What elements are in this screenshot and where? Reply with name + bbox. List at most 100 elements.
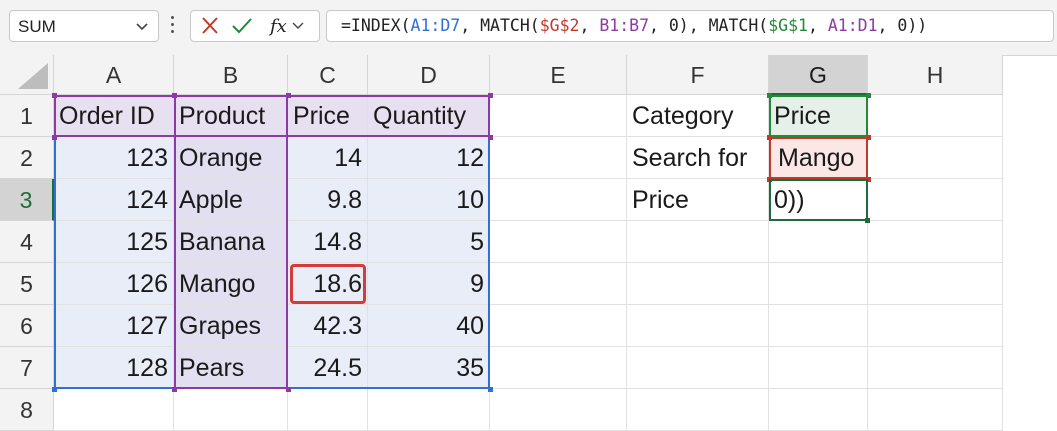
cell-a7[interactable]: 128 bbox=[54, 347, 174, 389]
cell-d4[interactable]: 5 bbox=[368, 221, 490, 263]
column-header-e[interactable]: E bbox=[490, 55, 627, 95]
fill-handle[interactable] bbox=[865, 218, 870, 223]
cancel-icon[interactable] bbox=[197, 15, 223, 37]
cell-h4[interactable] bbox=[868, 221, 1003, 263]
range-handle[interactable] bbox=[52, 387, 57, 392]
cell-a8[interactable] bbox=[54, 389, 174, 431]
column-header-f[interactable]: F bbox=[627, 55, 769, 95]
range-handle[interactable] bbox=[866, 93, 871, 98]
insert-function-icon[interactable]: fx bbox=[267, 15, 307, 37]
range-handle[interactable] bbox=[172, 387, 177, 392]
cell-b4[interactable]: Banana bbox=[174, 221, 288, 263]
cell-b5[interactable]: Mango bbox=[174, 263, 288, 305]
row-header-1[interactable]: 1 bbox=[0, 95, 54, 137]
cell-e3[interactable] bbox=[490, 179, 627, 221]
cell-d6[interactable]: 40 bbox=[368, 305, 490, 347]
cell-h7[interactable] bbox=[868, 347, 1003, 389]
range-handle[interactable] bbox=[767, 177, 772, 182]
cell-h5[interactable] bbox=[868, 263, 1003, 305]
row-header-2[interactable]: 2 bbox=[0, 137, 54, 179]
cell-e1[interactable] bbox=[490, 95, 627, 137]
cell-c1[interactable]: Price bbox=[288, 95, 368, 137]
cell-d7[interactable]: 35 bbox=[368, 347, 490, 389]
cell-h1[interactable] bbox=[868, 95, 1003, 137]
cell-g7[interactable] bbox=[769, 347, 868, 389]
column-header-a[interactable]: A bbox=[54, 55, 174, 95]
cell-d5[interactable]: 9 bbox=[368, 263, 490, 305]
cell-a3[interactable]: 124 bbox=[54, 179, 174, 221]
cell-b3[interactable]: Apple bbox=[174, 179, 288, 221]
cell-f1[interactable]: Category bbox=[627, 95, 769, 137]
cell-a5[interactable]: 126 bbox=[54, 263, 174, 305]
range-handle[interactable] bbox=[52, 135, 57, 140]
cell-g1[interactable]: Price bbox=[769, 95, 868, 137]
row-header-4[interactable]: 4 bbox=[0, 221, 54, 263]
row-header-7[interactable]: 7 bbox=[0, 347, 54, 389]
cell-e4[interactable] bbox=[490, 221, 627, 263]
cell-c4[interactable]: 14.8 bbox=[288, 221, 368, 263]
cell-h8[interactable] bbox=[868, 389, 1003, 431]
cell-b2[interactable]: Orange bbox=[174, 137, 288, 179]
cell-a4[interactable]: 125 bbox=[54, 221, 174, 263]
range-handle[interactable] bbox=[172, 93, 177, 98]
range-handle[interactable] bbox=[488, 135, 493, 140]
cell-e2[interactable] bbox=[490, 137, 627, 179]
cell-h6[interactable] bbox=[868, 305, 1003, 347]
cell-g8[interactable] bbox=[769, 389, 868, 431]
cell-d2[interactable]: 12 bbox=[368, 137, 490, 179]
range-handle[interactable] bbox=[866, 177, 871, 182]
formula-input[interactable]: =INDEX(A1:D7, MATCH($G$2, B1:B7, 0), MAT… bbox=[326, 10, 1054, 42]
cell-f6[interactable] bbox=[627, 305, 769, 347]
cell-c2[interactable]: 14 bbox=[288, 137, 368, 179]
chevron-down-icon[interactable] bbox=[134, 18, 150, 34]
range-handle[interactable] bbox=[767, 93, 772, 98]
cell-b6[interactable]: Grapes bbox=[174, 305, 288, 347]
cell-c8[interactable] bbox=[288, 389, 368, 431]
enter-check-icon[interactable] bbox=[229, 15, 255, 37]
cell-h2[interactable] bbox=[868, 137, 1003, 179]
cell-f5[interactable] bbox=[627, 263, 769, 305]
range-handle[interactable] bbox=[286, 387, 291, 392]
cell-c3[interactable]: 9.8 bbox=[288, 179, 368, 221]
cell-a1[interactable]: Order ID bbox=[54, 95, 174, 137]
cell-b7[interactable]: Pears bbox=[174, 347, 288, 389]
row-header-3[interactable]: 3 bbox=[0, 179, 54, 221]
cell-e5[interactable] bbox=[490, 263, 627, 305]
cell-c7[interactable]: 24.5 bbox=[288, 347, 368, 389]
cell-g4[interactable] bbox=[769, 221, 868, 263]
cell-a6[interactable]: 127 bbox=[54, 305, 174, 347]
cell-g2[interactable]: Mango bbox=[769, 137, 868, 179]
column-header-c[interactable]: C bbox=[288, 55, 368, 95]
column-header-b[interactable]: B bbox=[174, 55, 288, 95]
cell-g5[interactable] bbox=[769, 263, 868, 305]
range-handle[interactable] bbox=[488, 387, 493, 392]
range-handle[interactable] bbox=[866, 135, 871, 140]
range-handle[interactable] bbox=[52, 93, 57, 98]
range-handle[interactable] bbox=[767, 135, 772, 140]
cell-d3[interactable]: 10 bbox=[368, 179, 490, 221]
cell-f8[interactable] bbox=[627, 389, 769, 431]
cell-b1[interactable]: Product bbox=[174, 95, 288, 137]
cell-d8[interactable] bbox=[368, 389, 490, 431]
cell-e8[interactable] bbox=[490, 389, 627, 431]
cell-g3[interactable]: 0)) bbox=[769, 179, 868, 221]
range-handle[interactable] bbox=[488, 93, 493, 98]
column-header-g[interactable]: G bbox=[769, 55, 868, 95]
cell-d1[interactable]: Quantity bbox=[368, 95, 490, 137]
column-header-h[interactable]: H bbox=[868, 55, 1003, 95]
cell-h3[interactable] bbox=[868, 179, 1003, 221]
cell-f3[interactable]: Price bbox=[627, 179, 769, 221]
row-header-5[interactable]: 5 bbox=[0, 263, 54, 305]
column-header-d[interactable]: D bbox=[368, 55, 490, 95]
range-handle[interactable] bbox=[286, 93, 291, 98]
cell-e7[interactable] bbox=[490, 347, 627, 389]
name-box[interactable]: SUM bbox=[9, 10, 159, 42]
row-header-8[interactable]: 8 bbox=[0, 389, 54, 431]
cell-f4[interactable] bbox=[627, 221, 769, 263]
cell-g6[interactable] bbox=[769, 305, 868, 347]
more-options-icon[interactable] bbox=[166, 12, 178, 40]
cell-e6[interactable] bbox=[490, 305, 627, 347]
cell-f7[interactable] bbox=[627, 347, 769, 389]
cell-c6[interactable]: 42.3 bbox=[288, 305, 368, 347]
cell-f2[interactable]: Search for bbox=[627, 137, 769, 179]
